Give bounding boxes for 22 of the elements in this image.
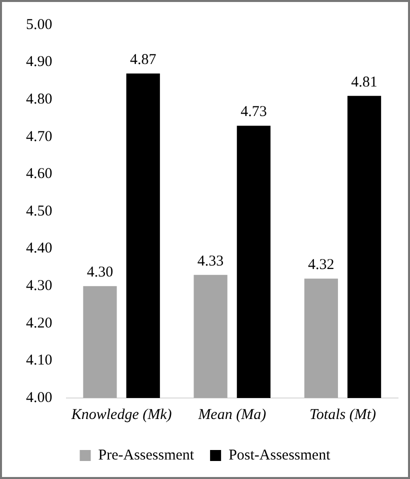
y-tick-label: 4.20 [26,315,52,332]
y-tick-label: 4.60 [26,166,52,182]
legend-label: Pre-Assessment [98,447,195,464]
x-tick-label: Mean (Ma) [197,406,266,423]
y-tick-label: 4.10 [26,352,52,369]
data-label: 4.87 [130,52,157,68]
y-tick-label: 4.40 [26,240,52,257]
x-tick-label: Totals (Mt) [309,406,376,423]
y-tick-label: 4.80 [26,92,52,108]
y-tick-label: 4.90 [26,54,52,70]
y-tick-label: 4.50 [26,203,52,220]
y-tick-label: 4.70 [26,128,52,145]
y-tick-label: 4.00 [26,390,52,406]
y-tick-label: 5.00 [26,16,52,33]
legend-label: Post-Assessment [228,447,332,464]
y-tick-label: 4.30 [26,278,52,294]
data-label: 4.30 [86,264,114,281]
data-label: 4.81 [351,74,378,90]
data-label: 4.73 [240,104,267,120]
x-tick-label: Knowledge (Mk) [70,406,172,423]
data-label: 4.33 [197,253,224,270]
data-label: 4.32 [308,257,334,274]
